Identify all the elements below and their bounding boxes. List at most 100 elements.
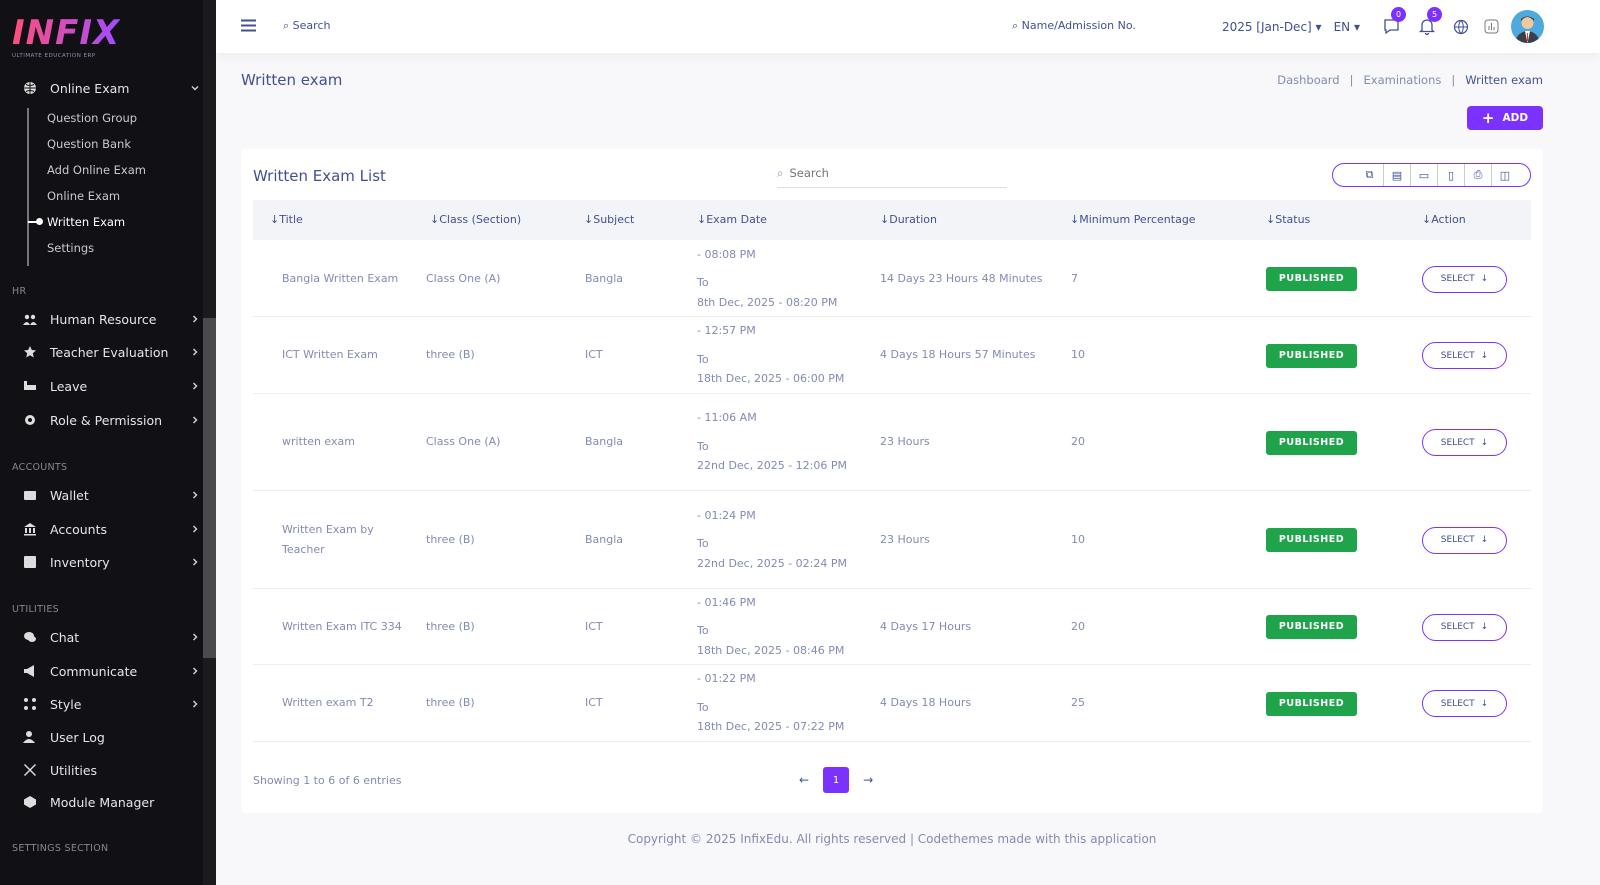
sidebar-item-accounts[interactable]: Accounts [22, 520, 200, 538]
column-header-status[interactable]: ↓Status [1266, 213, 1311, 226]
notification-count-badge: 5 [1427, 6, 1442, 22]
chevron-right-icon [192, 491, 198, 499]
duration: 23 Hours [880, 435, 930, 448]
sidebar-item-wallet[interactable]: Wallet [22, 486, 200, 504]
copy-icon[interactable]: ⧉ [1365, 168, 1374, 181]
breadcrumb-examinations[interactable]: Examinations [1363, 73, 1442, 87]
status-badge: PUBLISHED [1266, 430, 1357, 455]
search-icon: ⌕ [1012, 19, 1019, 32]
sidebar-item-chat[interactable]: Chat [22, 628, 200, 646]
session-dropdown[interactable]: 2025 [Jan-Dec] ▾ [1221, 19, 1322, 34]
duration: 4 Days 18 Hours [880, 696, 972, 709]
chevron-right-icon [192, 416, 198, 424]
sidebar-item-user-log[interactable]: User Log [22, 728, 200, 746]
select-action-button[interactable]: SELECT ↓ [1422, 342, 1507, 369]
sidebar-item-module-manager[interactable]: Module Manager [22, 793, 200, 811]
next-page-icon[interactable]: → [863, 773, 874, 787]
sidebar-subitem-question-group[interactable]: Question Group [47, 111, 138, 125]
sidebar-subitem-online-exam[interactable]: Online Exam [47, 189, 121, 203]
active-indicator [28, 218, 43, 225]
class-section: three (B) [426, 348, 475, 361]
exam-date: - 12:57 PM To 18th Dec, 2025 - 06:00 PM [697, 324, 845, 386]
chevron-right-icon [192, 700, 198, 708]
sidebar-item-style[interactable]: Style [22, 695, 200, 713]
minimum-percentage: 10 [1071, 532, 1085, 546]
sidebar-item-teacher-evaluation[interactable]: Teacher Evaluation [22, 343, 200, 361]
message-count-badge: 0 [1391, 6, 1406, 22]
excel-icon[interactable]: ▤ [1383, 164, 1410, 186]
language-dropdown[interactable]: EN ▾ [1333, 19, 1360, 34]
sidebar: INFIX ULTIMATE EDUCATION ERP Online Exam … [0, 0, 216, 885]
inventory-icon [24, 556, 36, 568]
sidebar-item-human-resource[interactable]: Human Resource [22, 310, 200, 328]
wallet-icon-wrap [22, 487, 38, 503]
notification-button[interactable]: 5 [1418, 6, 1442, 36]
table-row: Written Exam ITC 334 three (B) ICT - 01:46 … [253, 589, 1531, 665]
select-action-button[interactable]: SELECT ↓ [1422, 526, 1507, 554]
arrow-down-icon: ↓ [1480, 274, 1489, 284]
exam-title: written exam [282, 435, 355, 448]
globe-button[interactable] [1452, 18, 1470, 36]
column-header-exam-date[interactable]: ↓Exam Date [697, 213, 767, 226]
topbar: ⌕ Search ⌕ Name/Admission No. 2025 [Jan-… [216, 0, 1600, 53]
avatar[interactable] [1511, 10, 1544, 43]
wallet-icon [24, 491, 36, 500]
chevron-down-icon [191, 85, 199, 91]
column-header-action[interactable]: ↓Action [1422, 213, 1466, 226]
print-icon[interactable]: ⎙ [1464, 164, 1491, 186]
chart-button[interactable] [1482, 18, 1500, 36]
column-header-duration[interactable]: ↓Duration [880, 213, 937, 226]
sidebar-scrollbar-thumb[interactable] [203, 318, 216, 658]
chart-icon [1484, 19, 1498, 34]
column-header-subject[interactable]: ↓Subject [584, 213, 635, 226]
sidebar-item-leave[interactable]: Leave [22, 377, 200, 395]
duration: 14 Days 23 Hours 48 Minutes [880, 271, 1043, 285]
chevron-right-icon [192, 315, 198, 323]
globe-icon [1453, 19, 1469, 34]
sidebar-subitem-add-online-exam[interactable]: Add Online Exam [47, 163, 146, 177]
sidebar-subitem-settings[interactable]: Settings [47, 241, 95, 255]
table-search-input[interactable] [789, 166, 980, 180]
csv-icon[interactable]: ▭ [1410, 164, 1437, 186]
select-action-button[interactable]: SELECT ↓ [1422, 613, 1507, 641]
minimum-percentage: 7 [1071, 271, 1078, 285]
sidebar-item-inventory[interactable]: Inventory [22, 553, 200, 571]
select-action-button[interactable]: SELECT ↓ [1422, 265, 1507, 293]
exam-title: Written exam T2 [282, 696, 374, 709]
column-header-title[interactable]: ↓Title [270, 213, 303, 226]
sidebar-subitem-written-exam[interactable]: Written Exam [47, 215, 126, 229]
prev-page-icon[interactable]: ← [799, 773, 810, 787]
message-button[interactable]: 0 [1382, 6, 1406, 36]
table-row: Written exam T2 three (B) ICT - 01:22 PM To 1… [253, 665, 1531, 742]
add-button[interactable]: + ADD [1467, 106, 1543, 130]
columns-icon[interactable]: ◫ [1491, 164, 1518, 186]
chat-icon-wrap [22, 629, 38, 645]
logo[interactable]: INFIX ULTIMATE EDUCATION ERP [12, 13, 121, 59]
pdf-icon[interactable]: ▯ [1437, 164, 1464, 186]
duration: 4 Days 18 Hours 57 Minutes [880, 348, 1036, 361]
table-search[interactable]: ⌕ [777, 159, 1007, 188]
sort-arrow-icon: ↓ [880, 213, 890, 226]
card-title: Written Exam List [253, 167, 386, 185]
column-header-class-section-[interactable]: ↓Class (Section) [430, 213, 522, 226]
plus-icon: + [1481, 109, 1495, 127]
admission-search[interactable]: ⌕ Name/Admission No. [1012, 19, 1136, 32]
exam-date: - 01:22 PM To 18th Dec, 2025 - 07:22 PM [697, 672, 845, 734]
column-header-minimum-percentage[interactable]: ↓Minimum Percentage [1070, 213, 1196, 226]
menu-toggle-icon[interactable] [241, 19, 256, 35]
sidebar-item-communicate[interactable]: Communicate [22, 662, 200, 680]
page-1[interactable]: 1 [823, 767, 850, 793]
search-button[interactable]: ⌕ Search [283, 19, 331, 32]
sidebar-item-utilities[interactable]: Utilities [22, 761, 200, 779]
sidebar-subitem-question-bank[interactable]: Question Bank [47, 137, 131, 151]
breadcrumb-dashboard[interactable]: Dashboard [1277, 73, 1340, 87]
select-action-button[interactable]: SELECT ↓ [1422, 690, 1507, 717]
minimum-percentage: 20 [1071, 435, 1085, 448]
star-icon [24, 346, 36, 358]
status-badge: PUBLISHED [1266, 691, 1357, 716]
exam-date: - 01:24 PM To 22nd Dec, 2025 - 02:24 PM [697, 508, 848, 570]
breadcrumb-current: Written exam [1465, 73, 1543, 87]
select-action-button[interactable]: SELECT ↓ [1422, 429, 1507, 456]
sidebar-item-role-permission[interactable]: Role & Permission [22, 411, 200, 429]
sidebar-item-online-exam[interactable]: Online Exam [22, 79, 200, 97]
